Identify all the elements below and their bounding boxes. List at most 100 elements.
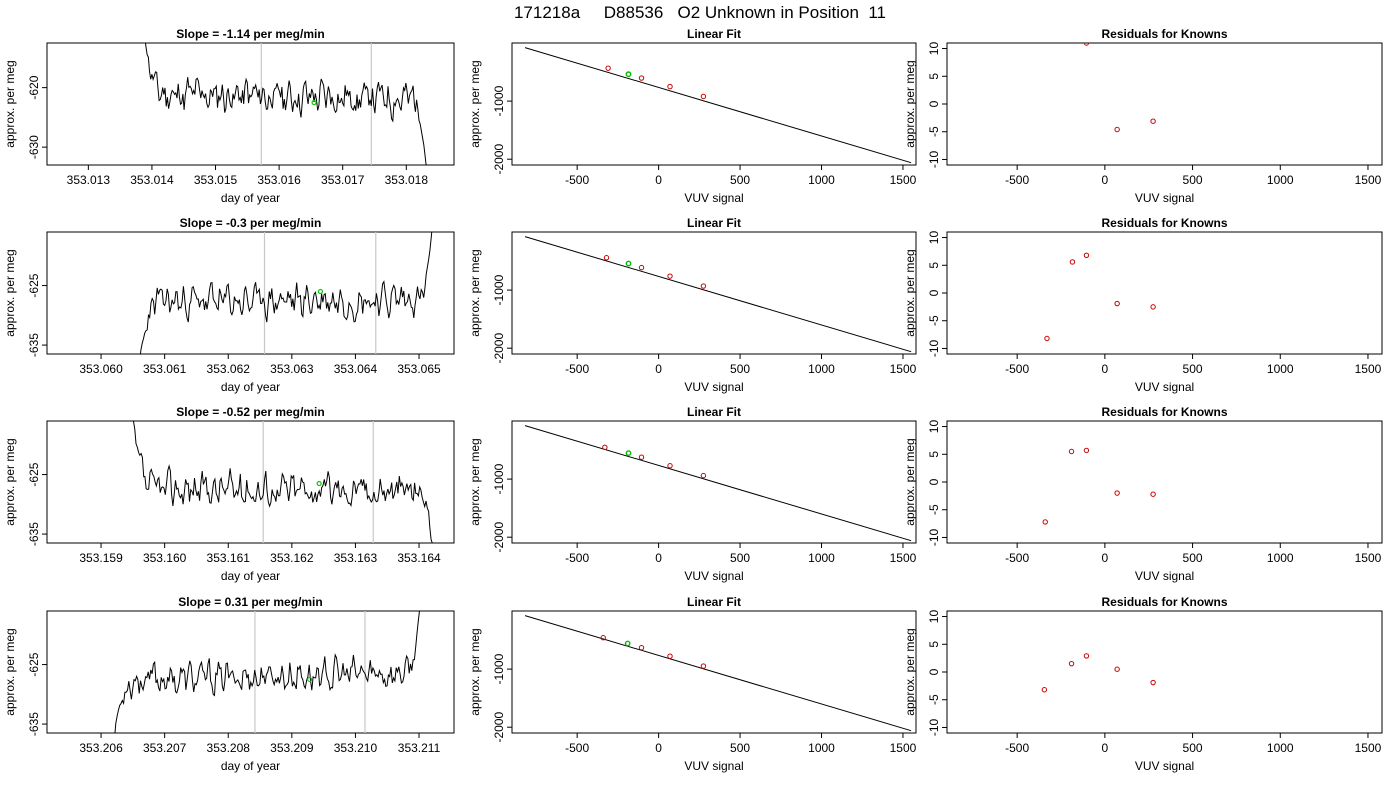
x-tick-label: 353.013 xyxy=(67,173,111,187)
plot-frame xyxy=(511,231,917,355)
y-tick-label: -2000 xyxy=(492,522,506,553)
x-tick-label: 0 xyxy=(655,362,662,376)
x-tick-label: 0 xyxy=(1102,551,1109,565)
y-tick-label: -2000 xyxy=(492,144,506,175)
y-tick-label: -1000 xyxy=(492,653,506,684)
plot-area xyxy=(524,47,912,164)
y-tick-label: -5 xyxy=(927,504,941,515)
y-axis-label: approx. per meg xyxy=(3,438,17,525)
x-tick-label: 1500 xyxy=(1355,741,1382,755)
x-axis-label: VUV signal xyxy=(684,191,743,205)
x-tick-label: 1000 xyxy=(1267,362,1294,376)
x-tick-label: 0 xyxy=(655,741,662,755)
x-tick-label: 500 xyxy=(1183,551,1203,565)
panel-3-1: Slope = -0.52 per meg/min 353.159 353.160 3… xyxy=(3,405,455,583)
unknown-point xyxy=(625,450,632,457)
signal-trace xyxy=(144,43,427,165)
known-point xyxy=(700,283,707,289)
x-tick-label: 500 xyxy=(730,362,750,376)
x-axis-label: VUV signal xyxy=(684,380,743,394)
x-tick-label: 353.164 xyxy=(397,551,441,565)
plot-frame xyxy=(46,42,455,166)
y-tick-label: -10 xyxy=(927,150,941,168)
panel-title: Linear Fit xyxy=(687,405,741,419)
x-tick-label: -500 xyxy=(565,362,589,376)
x-tick-label: 353.161 xyxy=(207,551,251,565)
x-tick-label: 1500 xyxy=(1355,551,1382,565)
x-tick-label: 353.160 xyxy=(143,551,187,565)
x-tick-label: 1500 xyxy=(890,741,917,755)
fit-line xyxy=(524,615,912,732)
known-point xyxy=(700,663,707,669)
residual-point xyxy=(1068,448,1075,455)
plot-area xyxy=(1083,43,1156,133)
signal-trace xyxy=(132,421,433,543)
known-point xyxy=(700,93,707,100)
panel-title: Linear Fit xyxy=(687,216,741,230)
panel-title: Slope = -1.14 per meg/min xyxy=(176,27,324,41)
residual-point xyxy=(1044,335,1050,342)
panel-1-2: Linear Fit -500 0 500 1000 1500 -1000 -2000 VUV … xyxy=(468,27,917,205)
plot-frame xyxy=(946,42,1383,166)
residual-point xyxy=(1114,126,1120,133)
plot-frame xyxy=(946,231,1383,355)
x-tick-label: 500 xyxy=(730,551,750,565)
fit-line xyxy=(524,47,912,164)
y-axis-label: approx. per meg xyxy=(3,628,17,715)
y-tick-label: -10 xyxy=(927,528,941,546)
plot-frame xyxy=(946,420,1383,544)
x-tick-label: 1000 xyxy=(1267,551,1294,565)
page-title: 171218a D88536 O2 Unknown in Position 11 xyxy=(513,3,887,22)
y-tick-label: 0 xyxy=(927,668,941,675)
x-tick-label: -500 xyxy=(565,173,589,187)
y-tick-label: 0 xyxy=(927,100,941,107)
panel-4-1: Slope = 0.31 per meg/min 353.206 353.207 35… xyxy=(3,595,455,773)
x-tick-label: 353.065 xyxy=(397,362,441,376)
x-tick-label: 353.061 xyxy=(143,362,187,376)
y-tick-label: 10 xyxy=(927,42,941,56)
x-tick-label: 1000 xyxy=(808,551,835,565)
y-tick-label: -635 xyxy=(27,333,41,357)
panel-title: Slope = -0.52 per meg/min xyxy=(176,405,324,419)
y-tick-label: 10 xyxy=(927,610,941,624)
plot-frame xyxy=(511,42,917,166)
x-tick-label: 0 xyxy=(1102,173,1109,187)
y-tick-label: -1000 xyxy=(492,463,506,494)
residual-point xyxy=(1150,304,1156,310)
known-point xyxy=(667,83,673,90)
plot-frame xyxy=(511,420,917,544)
y-tick-label: 5 xyxy=(927,73,941,80)
y-axis-label: approx. per meg xyxy=(468,438,482,525)
x-tick-label: 353.159 xyxy=(79,551,123,565)
y-tick-label: -635 xyxy=(27,712,41,736)
known-point xyxy=(700,472,707,479)
x-tick-label: 353.064 xyxy=(334,362,378,376)
y-tick-label: -625 xyxy=(27,652,41,676)
panel-title: Residuals for Knowns xyxy=(1101,27,1227,41)
unknown-marker-point xyxy=(317,288,324,295)
x-tick-label: 1000 xyxy=(808,362,835,376)
y-axis-label: approx. per meg xyxy=(468,628,482,715)
plot-frame xyxy=(46,610,455,734)
x-tick-label: -500 xyxy=(1005,551,1029,565)
residual-point xyxy=(1150,679,1156,686)
y-tick-label: 5 xyxy=(927,262,941,269)
y-tick-label: 5 xyxy=(927,451,941,458)
panel-3-3: Residuals for Knowns -500 0 500 1000 1500 10 5 0… xyxy=(903,405,1383,583)
x-tick-label: 353.062 xyxy=(207,362,251,376)
y-tick-label: -5 xyxy=(927,694,941,705)
plot-frame xyxy=(46,231,455,355)
x-tick-label: 353.016 xyxy=(257,173,301,187)
x-tick-label: 353.014 xyxy=(130,173,174,187)
y-axis-label: approx. per meg xyxy=(903,60,917,147)
x-axis-label: VUV signal xyxy=(1135,759,1194,773)
x-tick-label: 353.206 xyxy=(79,741,123,755)
plot-area xyxy=(1042,447,1156,525)
plot-frame xyxy=(946,610,1383,734)
y-tick-label: -1000 xyxy=(492,274,506,305)
known-point xyxy=(667,273,673,279)
plot-area xyxy=(524,425,912,542)
residual-point xyxy=(1150,491,1156,497)
x-tick-label: 353.017 xyxy=(321,173,365,187)
known-point xyxy=(605,65,611,71)
